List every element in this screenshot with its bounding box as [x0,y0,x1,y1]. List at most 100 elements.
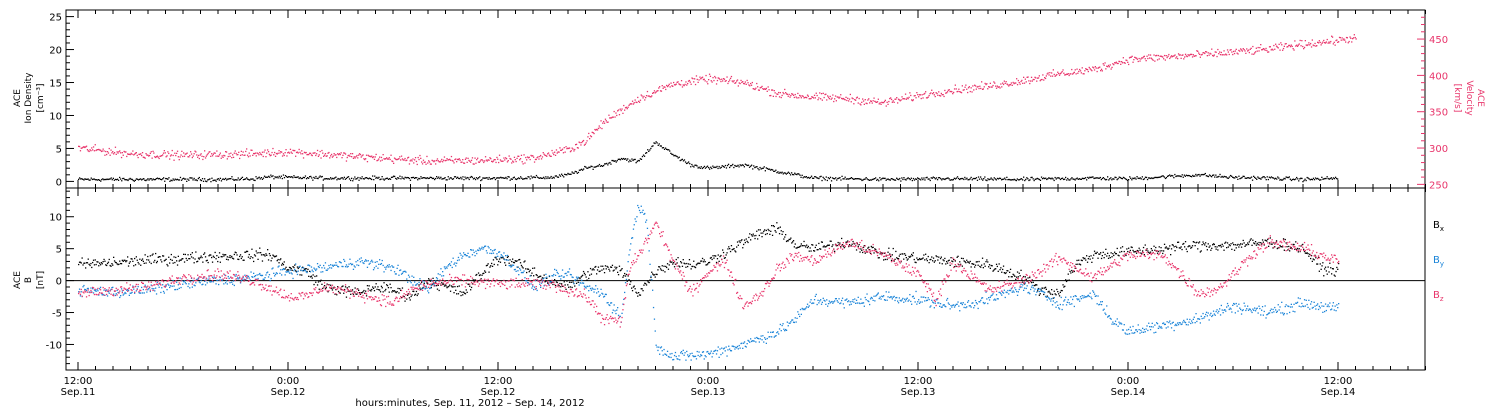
by-point [710,350,712,352]
bx-point [764,229,766,231]
velocity-point [404,157,406,160]
bx-point [80,262,82,264]
bx-point [327,291,329,293]
bx-point [1188,245,1190,247]
velocity-point [1186,55,1188,58]
density-point [336,179,338,181]
density-point [836,179,838,181]
velocity-point [352,157,355,159]
density-point [1318,178,1320,180]
velocity-point [381,159,383,161]
density-point [802,177,804,179]
by-point [741,342,743,344]
density-point [1262,176,1264,178]
by-point [173,285,175,287]
velocity-point [1034,76,1036,78]
density-point [1148,177,1150,179]
velocity-point [762,88,764,90]
density-point [1223,175,1225,178]
velocity-point [624,109,626,111]
density-point [541,177,543,179]
bx-point [161,261,163,263]
velocity-point [1070,73,1072,75]
bx-point [953,266,956,268]
by-point [301,267,303,269]
bx-point [1226,247,1228,249]
bx-point [459,290,461,293]
by-point [393,271,396,273]
velocity-point [600,120,602,122]
density-point [594,166,596,168]
bx-point [1042,287,1044,289]
by-point [685,359,687,361]
by-point [469,256,471,258]
density-point [897,178,899,180]
velocity-point [1269,46,1271,48]
density-point [1149,177,1151,179]
density-point [157,178,160,180]
bx-point [756,230,758,232]
bx-point [880,252,882,254]
density-point [454,176,457,178]
density-point [1139,177,1141,179]
velocity-point [995,87,998,89]
bx-point [1161,250,1163,252]
by-point [569,273,572,276]
bx-point [438,289,440,292]
by-point [316,268,318,270]
density-point [994,178,996,180]
density-point [446,179,448,181]
by-point [231,281,233,283]
density-point [393,175,395,177]
density-point [1073,178,1075,180]
by-point [362,262,364,264]
velocity-point [521,161,523,163]
density-point [1332,177,1335,179]
bx-point [533,275,535,277]
velocity-point [241,154,243,156]
bx-point [1237,243,1239,246]
velocity-point [1149,54,1152,56]
by-point [209,281,211,283]
by-point [592,288,594,290]
bx-point [199,257,201,259]
bx-point [1263,244,1265,246]
by-point [400,269,402,271]
bx-point [140,264,142,266]
velocity-point [1222,54,1224,56]
bx-point [814,246,816,249]
velocity-point [281,151,283,153]
bx-point [618,265,621,267]
bx-point [807,245,809,248]
velocity-point [1040,79,1042,81]
bx-point [917,259,919,261]
velocity-point [1046,73,1048,75]
bottom-panel-frame [65,187,1426,371]
velocity-point [1345,36,1348,39]
by-point [556,271,558,273]
by-point [604,293,607,295]
bx-point [231,255,233,258]
by-point [757,338,760,340]
density-point [1015,179,1017,182]
by-point [470,249,472,251]
velocity-point [1169,57,1171,60]
velocity-point [1109,64,1111,66]
velocity-point [1228,53,1230,56]
velocity-point [575,144,577,146]
density-point [376,176,378,179]
density-point [524,178,526,180]
by-point [128,294,130,296]
bx-point [842,245,844,247]
density-point [485,177,487,179]
by-point [176,288,179,291]
density-point [568,173,570,175]
velocity-point [336,156,338,159]
density-point [308,177,310,179]
density-point [735,165,737,167]
velocity-point [238,151,240,153]
bx-point [256,252,258,254]
velocity-point [1328,41,1330,43]
bx-point [969,260,971,263]
velocity-point [939,95,942,97]
